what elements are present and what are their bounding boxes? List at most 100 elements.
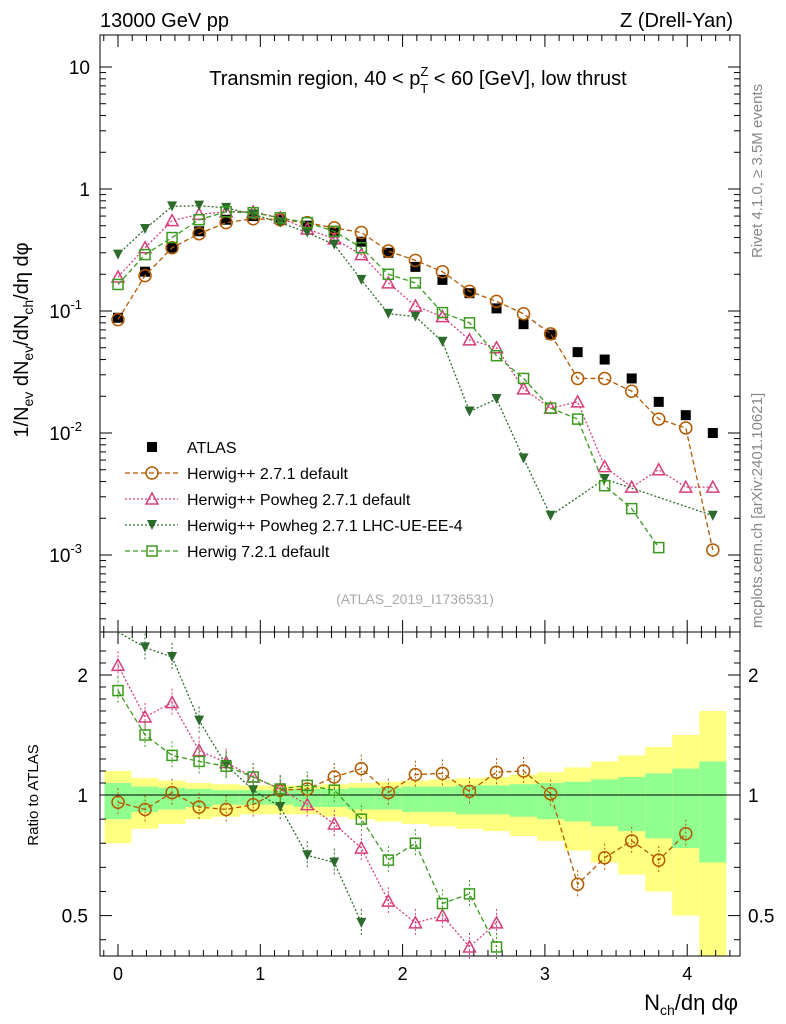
ratio-data-point (382, 854, 395, 866)
data-point (680, 410, 691, 421)
data-point (221, 214, 232, 225)
ratio-data-point (489, 765, 504, 779)
ratio-y-tick-label: 1 (77, 786, 88, 807)
data-point (516, 306, 531, 321)
data-point (437, 336, 448, 347)
ratio-data-point (140, 642, 151, 653)
data-point (221, 202, 232, 213)
series-line (117, 211, 713, 488)
data-point (463, 317, 476, 329)
data-point (599, 473, 610, 484)
data-point (489, 294, 504, 309)
data-point (383, 247, 394, 258)
data-point (462, 284, 477, 299)
data-point (194, 200, 205, 211)
ratio-data-point (624, 834, 639, 848)
ratio-data-point (409, 837, 422, 849)
series-line (117, 211, 660, 548)
ratio-band-inner (347, 787, 375, 810)
plot-title: Transmin region, 40 < pZ T < 60 [GeV], lo… (209, 64, 627, 96)
data-point (707, 510, 718, 521)
ratio-band-inner (428, 786, 456, 812)
data-point (570, 371, 585, 386)
ratio-y-tick-label-right: 1 (748, 786, 759, 807)
ratio-band-inner (564, 781, 592, 822)
data-point (490, 349, 503, 362)
series-herwig-7-2-1-default (112, 206, 665, 554)
ratio-data-point (112, 684, 124, 697)
legend-label: Herwig 7.2.1 default (187, 544, 330, 561)
ratio-series-herwig-2-7-1-default (111, 754, 693, 899)
data-point (572, 347, 583, 358)
ratio-band-inner (401, 786, 429, 812)
data-point (193, 213, 205, 226)
ratio-data-point (570, 877, 585, 891)
ratio-data-point (302, 850, 313, 861)
data-point (571, 413, 584, 425)
y-tick-label: 10-1 (49, 297, 82, 323)
ratio-data-point (328, 784, 341, 796)
data-point (651, 412, 666, 426)
x-tick-label: 4 (682, 964, 692, 984)
data-point (653, 396, 664, 407)
data-point (356, 236, 367, 247)
ratio-data-point (408, 767, 423, 782)
data-point (164, 213, 180, 227)
legend-marker (147, 442, 157, 452)
ratio-data-point (651, 853, 666, 867)
ratio-band-inner (591, 779, 619, 827)
ratio-band-inner (510, 784, 538, 817)
legend-entry: Herwig++ Powheg 2.7.1 default (125, 491, 411, 509)
legend-marker (146, 545, 158, 557)
data-point (247, 206, 259, 219)
ratio-data-point (354, 840, 369, 854)
ratio-data-point (381, 893, 396, 907)
ratio-data-point (327, 770, 342, 784)
ratio-data-point (246, 797, 260, 812)
data-point (355, 241, 368, 254)
ratio-data-point (597, 850, 612, 865)
ratio-y-tick-label: 2 (77, 666, 88, 687)
data-point (165, 240, 179, 255)
ratio-y-tick-label-right: 2 (748, 666, 759, 687)
header-right: Z (Drell-Yan) (620, 10, 733, 32)
data-point (518, 453, 529, 464)
data-point (624, 479, 639, 493)
data-point (543, 327, 558, 341)
data-point (464, 288, 475, 299)
data-point (545, 329, 556, 340)
data-point (491, 303, 502, 314)
data-point (408, 298, 423, 312)
ratio-data-point (110, 657, 126, 672)
data-point (274, 212, 286, 224)
ratio-data-point (543, 787, 558, 801)
data-point (435, 264, 450, 279)
series-line (117, 218, 714, 551)
data-point (597, 371, 612, 386)
data-point (329, 239, 340, 250)
data-point (598, 479, 611, 492)
x-tick-label: 1 (255, 964, 265, 984)
ratio-frame (99, 631, 741, 957)
analysis-watermark: (ATLAS_2019_I1736531) (336, 591, 494, 607)
ratio-data-point (164, 695, 180, 709)
series-herwig-2-7-1-default (111, 212, 720, 557)
data-point (435, 309, 450, 323)
ratio-data-point (138, 802, 152, 817)
ratio-band-inner (482, 785, 511, 815)
data-point (113, 249, 123, 260)
data-point (137, 240, 153, 254)
data-point (356, 274, 367, 285)
legend-entry: Herwig 7.2.1 default (125, 544, 330, 561)
ratio-y-tick-label-right: 0.5 (748, 907, 774, 928)
ratio-data-point (165, 785, 179, 800)
legend-label: Herwig++ 2.7.1 default (187, 466, 349, 483)
ratio-band-inner (618, 777, 646, 832)
data-point (464, 406, 475, 417)
data-point (625, 502, 638, 515)
data-point (491, 393, 502, 404)
ratio-data-point (166, 749, 178, 762)
legend-marker (145, 466, 159, 480)
rivet-label: Rivet 4.1.0, ≥ 3.5M events (749, 84, 766, 258)
legend-marker (144, 491, 160, 505)
